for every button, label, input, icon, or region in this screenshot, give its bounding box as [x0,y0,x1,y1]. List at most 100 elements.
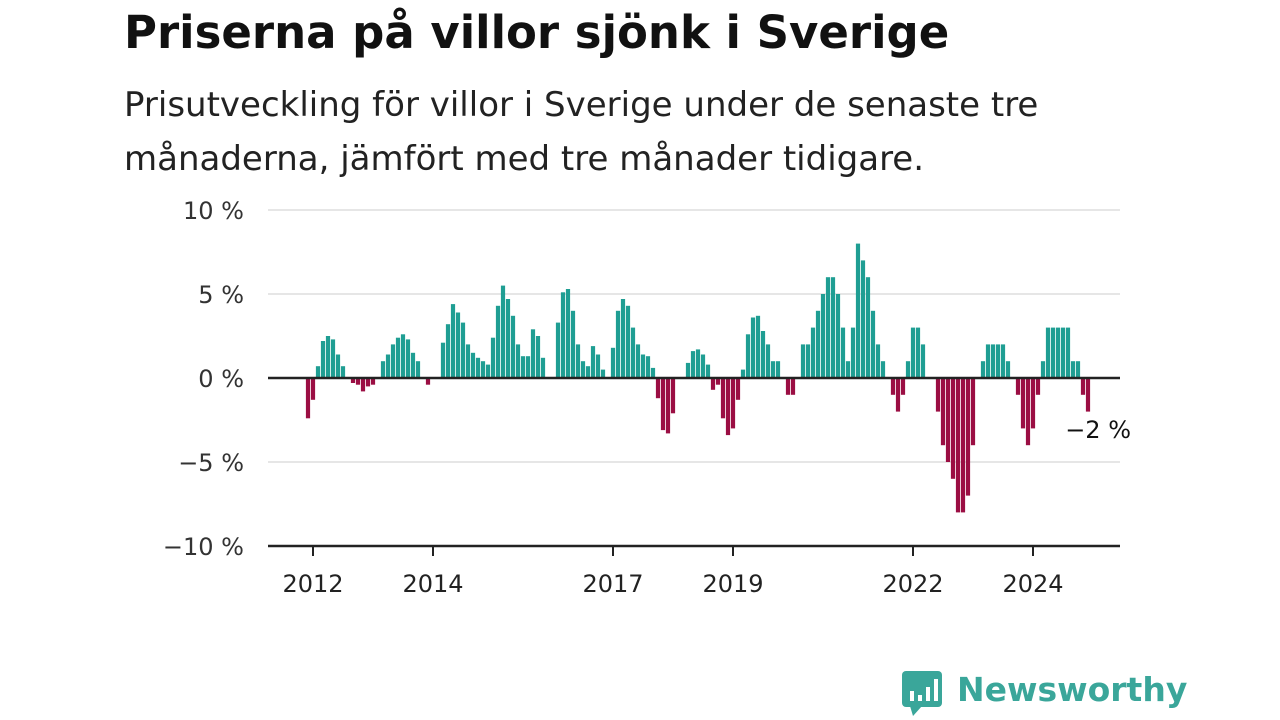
x-tick-label: 2019 [702,570,763,598]
bar [870,310,876,378]
bar [860,260,866,378]
bar [555,322,561,378]
bar [945,378,951,462]
bar [785,378,791,395]
bar [1020,378,1026,429]
bar [385,354,391,378]
bar [315,366,321,378]
bar [760,331,766,378]
bar [640,354,646,378]
bar [505,299,511,378]
bars [305,243,1091,513]
bar [580,361,586,378]
gridlines [268,209,1120,463]
bar [775,361,781,378]
bar [365,378,371,387]
bar [645,356,651,378]
chart-subtitle: Prisutveckling för villor i Sverige unde… [124,85,1039,179]
bar [1085,378,1091,412]
bar [445,324,451,378]
bar [465,344,471,378]
bar [685,362,691,378]
bar [630,327,636,378]
bar [665,378,671,434]
bar [735,378,741,400]
bar [840,327,846,378]
x-tick-label: 2017 [582,570,643,598]
bar [835,294,841,378]
bar [1000,344,1006,378]
bar [730,378,736,429]
bar [600,369,606,378]
bar [935,378,941,412]
bar [745,334,751,378]
bar [1025,378,1031,446]
x-tick-label: 2024 [1002,570,1063,598]
bar [325,336,331,378]
bar [670,378,676,414]
bar [380,361,386,378]
bar [510,315,516,378]
bar [790,378,796,395]
bar [500,285,506,378]
bar [705,364,711,378]
bar [960,378,966,513]
bar [520,356,526,378]
bar [1065,327,1071,378]
bar [525,356,531,378]
y-tick-label: −10 % [163,533,244,561]
bar [865,277,871,378]
chart-title: Priserna på villor sjönk i Sverige [124,6,950,59]
bar [1070,361,1076,378]
bar [815,310,821,378]
bar [700,354,706,378]
bar [515,344,521,378]
x-tick-label: 2022 [882,570,943,598]
bar [470,352,476,378]
bar [1005,361,1011,378]
bar [565,289,571,378]
bar [915,327,921,378]
y-tick-label: 0 % [198,365,244,393]
bar [620,299,626,378]
bar [340,366,346,378]
bar [770,361,776,378]
bar [1080,378,1086,395]
bar [480,361,486,378]
bar [950,378,956,479]
bar [305,378,311,419]
bar [540,357,546,378]
bar [655,378,661,399]
bar [765,344,771,378]
bar [590,346,596,378]
bar [955,378,961,513]
bar [980,361,986,378]
bar [695,349,701,378]
bar [725,378,731,436]
bar [755,315,761,378]
bar [905,361,911,378]
bar [530,329,536,378]
bar [990,344,996,378]
bar [995,344,1001,378]
bar [495,305,501,378]
bar [890,378,896,395]
bar [595,354,601,378]
bar [360,378,366,392]
bar [850,327,856,378]
bar [740,369,746,378]
bar [880,361,886,378]
bar [535,336,541,378]
bar [1075,361,1081,378]
bar [650,367,656,378]
bar [615,310,621,378]
bar [1030,378,1036,429]
bar [395,337,401,378]
bar [585,366,591,378]
bar [1045,327,1051,378]
y-tick-label: −5 % [178,449,244,477]
bar [830,277,836,378]
bar [910,327,916,378]
bar [450,304,456,378]
